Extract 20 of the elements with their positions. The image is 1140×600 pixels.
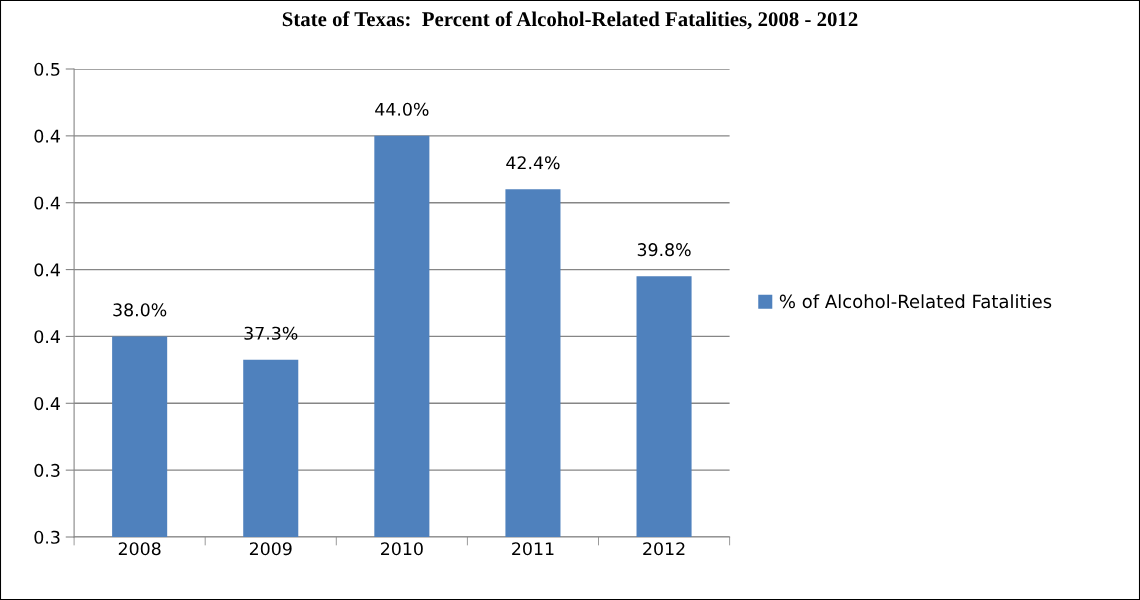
x-tick-label: 2012 (643, 542, 685, 556)
x-tick-label: 2008 (118, 542, 161, 556)
x-tick-label: 2009 (249, 542, 292, 556)
y-tick-label: 0.3 (34, 530, 60, 544)
chart-title: State of Texas: Percent of Alcohol-Related Fatalities, 2008 - 2012 (282, 11, 858, 30)
x-tick-label: 2010 (381, 542, 423, 556)
y-tick-label: 0.4 (34, 196, 60, 210)
y-tick-label: 0.5 (34, 62, 60, 76)
y-tick-label: 0.4 (34, 330, 60, 344)
y-tick-label: 0.4 (34, 263, 60, 277)
data-label: 44.0% (375, 102, 429, 116)
data-label: 42.4% (506, 156, 560, 170)
x-tick-label: 2011 (512, 542, 554, 556)
y-tick-label: 0.4 (34, 397, 60, 411)
legend-label: % of Alcohol-Related Fatalities (779, 294, 1052, 309)
data-label: 37.3% (244, 326, 298, 340)
data-label: 38.0% (113, 303, 167, 317)
data-label: 39.8% (637, 243, 691, 257)
y-tick-label: 0.4 (34, 129, 60, 143)
y-tick-label: 0.3 (34, 463, 60, 477)
